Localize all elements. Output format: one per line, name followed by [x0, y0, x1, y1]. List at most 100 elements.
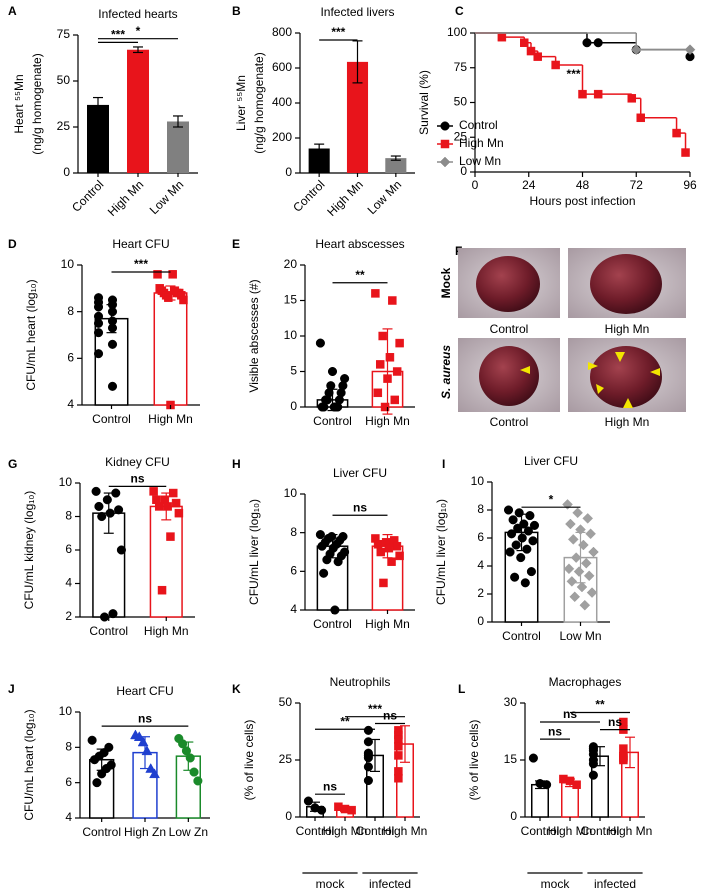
panel-letter: A: [8, 4, 17, 18]
panel-letter: H: [232, 457, 241, 471]
data-point: [107, 381, 118, 391]
data-point: [630, 44, 642, 56]
chart-title: Infected hearts: [98, 7, 177, 21]
y-tick-label: 6: [477, 530, 484, 544]
data-point: [387, 557, 396, 566]
y-tick-label: 6: [290, 564, 297, 578]
y-axis-label: (ng/g homogenate): [30, 53, 44, 154]
data-point: [588, 770, 598, 780]
data-point: [157, 585, 167, 595]
y-tick-label: 0: [285, 165, 292, 179]
x-tick-label: High Mn: [608, 824, 653, 838]
y-axis-label: (% of live cells): [242, 720, 256, 801]
significance: ns: [548, 724, 562, 738]
data-point: [569, 591, 581, 603]
panel-letter: E: [232, 237, 240, 251]
data-point: [315, 530, 325, 540]
data-point: [517, 533, 527, 543]
x-axis-label: Hours post infection: [529, 194, 635, 208]
data-point: [395, 551, 404, 561]
y-tick-label: 8: [477, 502, 484, 516]
data-point: [363, 725, 373, 735]
heart-image: [479, 346, 539, 406]
data-point: [347, 805, 356, 815]
y-tick-label: 25: [57, 119, 71, 133]
x-tick-label: High Mn: [365, 414, 410, 428]
y-tick-label: 15: [504, 752, 518, 766]
chart-title: Kidney CFU: [105, 455, 170, 469]
data-point: [303, 796, 313, 806]
arrowhead: [520, 366, 530, 374]
x-tick-label: 48: [576, 178, 590, 192]
x-tick-label: 96: [683, 178, 697, 192]
data-point: [593, 38, 603, 48]
data-point: [619, 755, 628, 765]
data-point: [174, 508, 184, 518]
data-point: [363, 753, 373, 763]
panel-letter: C: [455, 4, 464, 18]
y-tick-label: 25: [279, 752, 293, 766]
significance: *: [136, 24, 141, 38]
data-point: [322, 555, 332, 565]
data-point: [572, 780, 581, 789]
x-tick-label: Control: [92, 412, 131, 426]
heart-image: [476, 256, 540, 312]
data-point: [327, 366, 338, 377]
x-tick-label: 72: [630, 178, 644, 192]
y-tick-label: 6: [65, 775, 72, 789]
data-point: [507, 529, 517, 539]
chart-title: Macrophages: [549, 675, 622, 689]
panel-letter: D: [8, 237, 17, 251]
data-point: [105, 508, 115, 518]
y-tick-label: 20: [284, 257, 298, 271]
y-tick-label: 10: [61, 257, 75, 271]
significance: **: [595, 698, 605, 712]
data-point: [525, 511, 535, 521]
data-point: [586, 587, 598, 598]
significance: ns: [608, 715, 622, 729]
panel-letter: K: [232, 682, 241, 696]
y-axis-label: CFU/mL heart (log₁₀): [24, 279, 38, 390]
y-tick-label: 0: [290, 399, 297, 413]
y-tick-label: 10: [59, 704, 73, 718]
data-point: [684, 44, 696, 56]
panel-letter: I: [442, 457, 445, 471]
data-point: [636, 113, 645, 123]
data-point: [108, 609, 118, 619]
data-point: [111, 488, 121, 498]
arrowhead: [588, 362, 598, 370]
data-point: [573, 566, 585, 577]
data-point: [627, 94, 637, 103]
y-axis-label: CFU/mL liver (log₁₀): [247, 499, 261, 605]
y-tick-label: 75: [57, 27, 71, 41]
y-tick-label: 10: [471, 474, 485, 488]
y-tick-label: 25: [454, 129, 468, 143]
data-point: [329, 402, 339, 412]
row-label: Mock: [439, 267, 453, 298]
x-tick-label: High Mn: [144, 624, 189, 638]
data-point: [145, 763, 157, 773]
data-point: [114, 505, 124, 515]
significance: ***: [567, 67, 581, 81]
y-tick-label: 0: [460, 164, 467, 178]
x-tick-label: Low Mn: [147, 177, 187, 217]
data-point: [373, 540, 383, 549]
significance: **: [340, 714, 350, 728]
y-tick-label: 4: [65, 576, 72, 590]
x-tick-label: Low Zn: [169, 825, 208, 839]
significance: **: [355, 268, 365, 282]
bar: [308, 148, 330, 173]
data-point: [169, 488, 178, 498]
data-point: [390, 395, 400, 405]
data-point: [583, 570, 595, 582]
bar: [87, 104, 109, 173]
data-point: [526, 567, 536, 577]
data-point: [528, 753, 538, 763]
y-tick-label: 800: [272, 25, 292, 39]
significance: ns: [353, 500, 367, 514]
data-point: [371, 289, 380, 298]
data-point: [163, 502, 172, 511]
data-point: [376, 547, 386, 557]
bar: [531, 783, 549, 818]
